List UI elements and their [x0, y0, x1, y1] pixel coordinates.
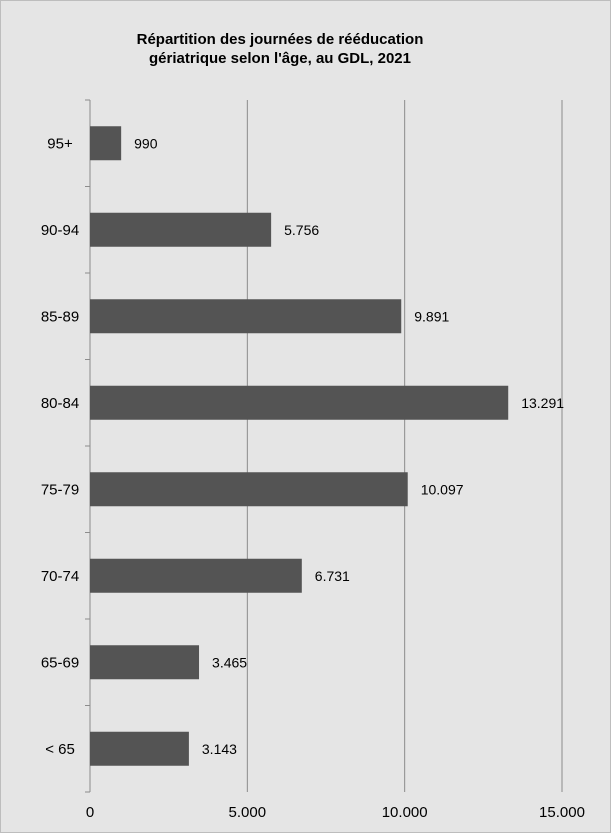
x-tick-label: 10.000 [382, 804, 428, 821]
category-label: 75-79 [41, 481, 79, 498]
bar [90, 558, 302, 593]
data-label: 9.891 [414, 308, 449, 324]
category-label: < 65 [45, 741, 75, 758]
bar [90, 299, 402, 334]
chart-title: Répartition des journées de rééducation … [70, 30, 490, 68]
x-tick-label: 0 [86, 804, 94, 821]
data-label: 6.731 [315, 568, 350, 584]
bar [90, 731, 189, 766]
category-label: 90-94 [41, 222, 79, 239]
bar [90, 385, 509, 420]
bar [90, 126, 122, 161]
gridlines [246, 100, 563, 792]
category-label: 85-89 [41, 308, 79, 325]
data-label: 5.756 [284, 222, 319, 238]
labels: 990 95+ 5.756 90-94 9.891 85-89 13.291 80-84 10.… [41, 135, 585, 821]
axes [85, 99, 91, 793]
data-label: 3.143 [202, 741, 237, 757]
data-label: 13.291 [521, 395, 564, 411]
category-label: 65-69 [41, 654, 79, 671]
category-label: 70-74 [41, 568, 79, 585]
data-label: 990 [134, 135, 158, 151]
x-tick-label: 15.000 [539, 804, 585, 821]
chart-title-line-1: Répartition des journées de rééducation [136, 31, 424, 48]
bar [90, 212, 272, 247]
bars [90, 126, 509, 766]
category-label: 80-84 [41, 395, 79, 412]
data-label: 10.097 [421, 481, 464, 497]
bar [90, 645, 200, 680]
category-label: 95+ [47, 135, 73, 152]
chart-title-line-2: gériatrique selon l'âge, au GDL, 2021 [149, 50, 411, 67]
x-tick-label: 5.000 [229, 804, 267, 821]
data-label: 3.465 [212, 654, 247, 670]
bar [90, 472, 408, 507]
